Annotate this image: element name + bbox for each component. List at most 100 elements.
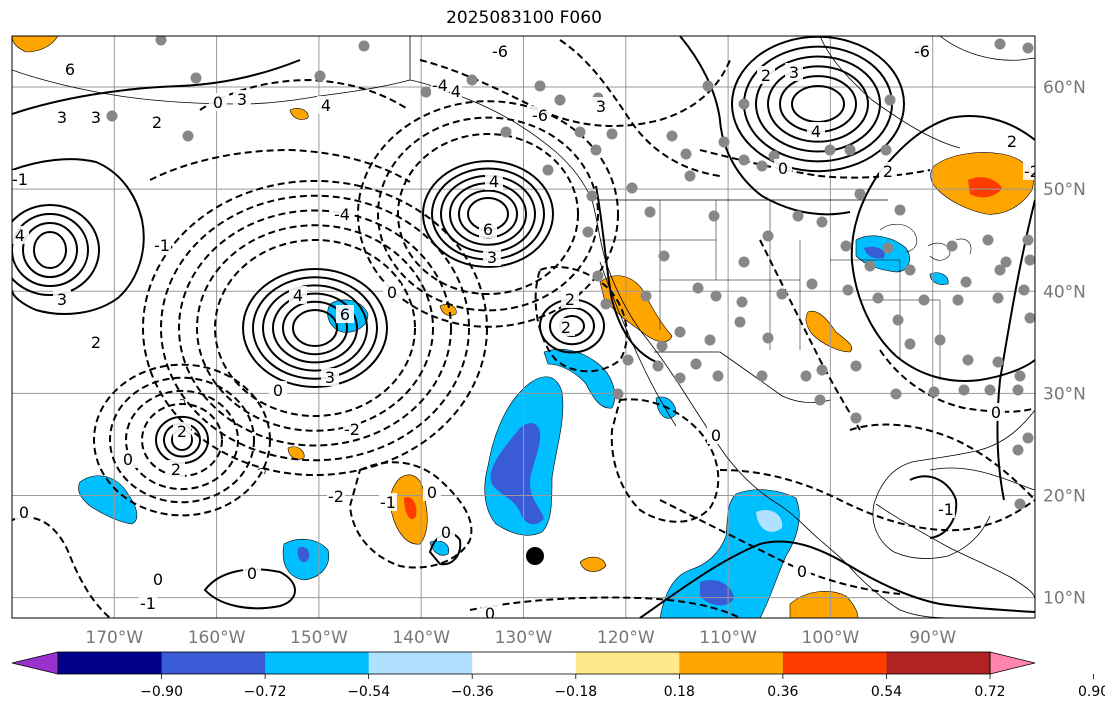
contour-label: 3	[53, 108, 71, 127]
contour-label: 6	[479, 220, 497, 239]
svg-text:-2: -2	[328, 487, 344, 506]
station-marker	[850, 412, 862, 424]
station-marker	[992, 292, 1004, 304]
station-marker	[606, 128, 618, 140]
svg-text:6: 6	[65, 60, 75, 79]
station-marker	[1018, 284, 1030, 296]
svg-text:-4: -4	[445, 82, 461, 101]
station-marker	[890, 388, 902, 400]
station-marker	[626, 182, 638, 194]
colorbar: −0.90 −0.72 −0.54 −0.36 −0.18 0.18 0.36 0.54 0.7…	[11, 651, 1105, 700]
colorbar-swatch	[886, 652, 991, 674]
station-marker	[1014, 370, 1026, 382]
longitude-tick-label: 170°W	[85, 628, 143, 648]
station-marker	[652, 360, 664, 372]
colorbar-tick-label: 0.72	[974, 684, 1005, 700]
station-marker	[904, 264, 916, 276]
negative-anomaly-core	[490, 423, 544, 525]
positive-contour-line	[262, 284, 368, 372]
contour-label: 2	[757, 66, 775, 85]
positive-anomaly-region	[287, 446, 305, 460]
contour-label: 4	[807, 122, 825, 141]
colorbar-tick-label: −0.72	[244, 684, 287, 700]
positive-contour-line	[996, 199, 1035, 501]
positive-contour-line	[595, 185, 657, 363]
svg-text:3: 3	[325, 368, 335, 387]
positive-contour-line	[282, 300, 348, 356]
svg-text:0: 0	[441, 523, 451, 542]
contour-label: 0	[437, 523, 455, 542]
positive-contour-line	[12, 59, 301, 115]
svg-text:2: 2	[177, 422, 187, 441]
station-marker	[880, 144, 892, 156]
contour-label: 2	[148, 113, 166, 132]
station-marker	[1022, 432, 1034, 444]
contour-label: -6	[491, 42, 509, 61]
station-marker	[684, 170, 696, 182]
colorbar-tick-label: −0.54	[347, 684, 390, 700]
positive-contour-line	[639, 540, 1035, 618]
colorbar-tick-label: −0.36	[451, 684, 494, 700]
latitude-tick-label: 10°N	[1043, 589, 1086, 609]
station-marker	[586, 190, 598, 202]
positive-contour-line	[292, 309, 338, 347]
station-marker	[500, 126, 512, 138]
colorbar-extend-max	[989, 651, 1036, 675]
longitude-labels: 170°W 160°W 150°W 140°W 130°W 120°W 110°W 100°W…	[85, 628, 956, 648]
station-marker	[574, 126, 586, 138]
svg-text:-6: -6	[532, 106, 548, 125]
negative-contour-line	[196, 224, 434, 432]
svg-text:4: 4	[15, 226, 25, 245]
station-marker	[182, 130, 194, 142]
positive-anomaly-core	[968, 177, 1002, 198]
positive-anomaly-region	[579, 556, 607, 572]
station-marker	[884, 94, 896, 106]
station-marker	[776, 288, 788, 300]
contour-label: 2	[879, 162, 897, 181]
cuba-coastline	[929, 467, 1035, 491]
station-marker	[690, 358, 702, 370]
latitude-tick-label: 60°N	[1043, 78, 1086, 98]
station-marker	[806, 278, 818, 290]
svg-text:3: 3	[91, 108, 101, 127]
contour-label: 2	[173, 422, 191, 441]
negative-contour-line	[357, 100, 619, 328]
contour-label: 2	[87, 333, 105, 352]
station-marker	[1014, 498, 1026, 510]
contour-label: 0	[383, 283, 401, 302]
longitude-tick-label: 160°W	[188, 628, 246, 648]
colorbar-swatch	[368, 652, 473, 674]
station-marker	[792, 210, 804, 222]
svg-text:0: 0	[213, 93, 223, 112]
svg-text:-6: -6	[914, 42, 930, 61]
negative-contour-line	[93, 363, 271, 517]
negative-anomaly-weak	[756, 509, 783, 532]
station-marker	[738, 154, 750, 166]
negative-contour-line	[109, 376, 255, 504]
svg-text:2: 2	[171, 460, 181, 479]
station-marker	[674, 372, 686, 384]
station-marker	[666, 130, 678, 142]
map-gridlines	[12, 36, 1035, 618]
contour-label: 0	[707, 426, 725, 445]
colorbar-frame	[57, 651, 991, 675]
positive-contour-line	[12, 212, 89, 288]
svg-text:2: 2	[561, 318, 571, 337]
contour-label: 0	[987, 403, 1005, 422]
station-marker	[674, 326, 686, 338]
station-marker	[155, 36, 167, 46]
station-marker	[592, 270, 604, 282]
negative-contour-line	[610, 398, 720, 523]
colorbar-swatch	[472, 652, 577, 674]
negative-contour-line	[759, 239, 861, 431]
positive-contour-line	[755, 55, 881, 153]
contour-label: 0	[243, 564, 261, 583]
contour-label: -2	[327, 487, 345, 506]
contour-label: 0	[481, 604, 499, 618]
negative-anomaly-region	[929, 272, 949, 285]
svg-text:0: 0	[778, 159, 788, 178]
positive-anomaly-core	[404, 497, 417, 520]
station-marker	[738, 98, 750, 110]
